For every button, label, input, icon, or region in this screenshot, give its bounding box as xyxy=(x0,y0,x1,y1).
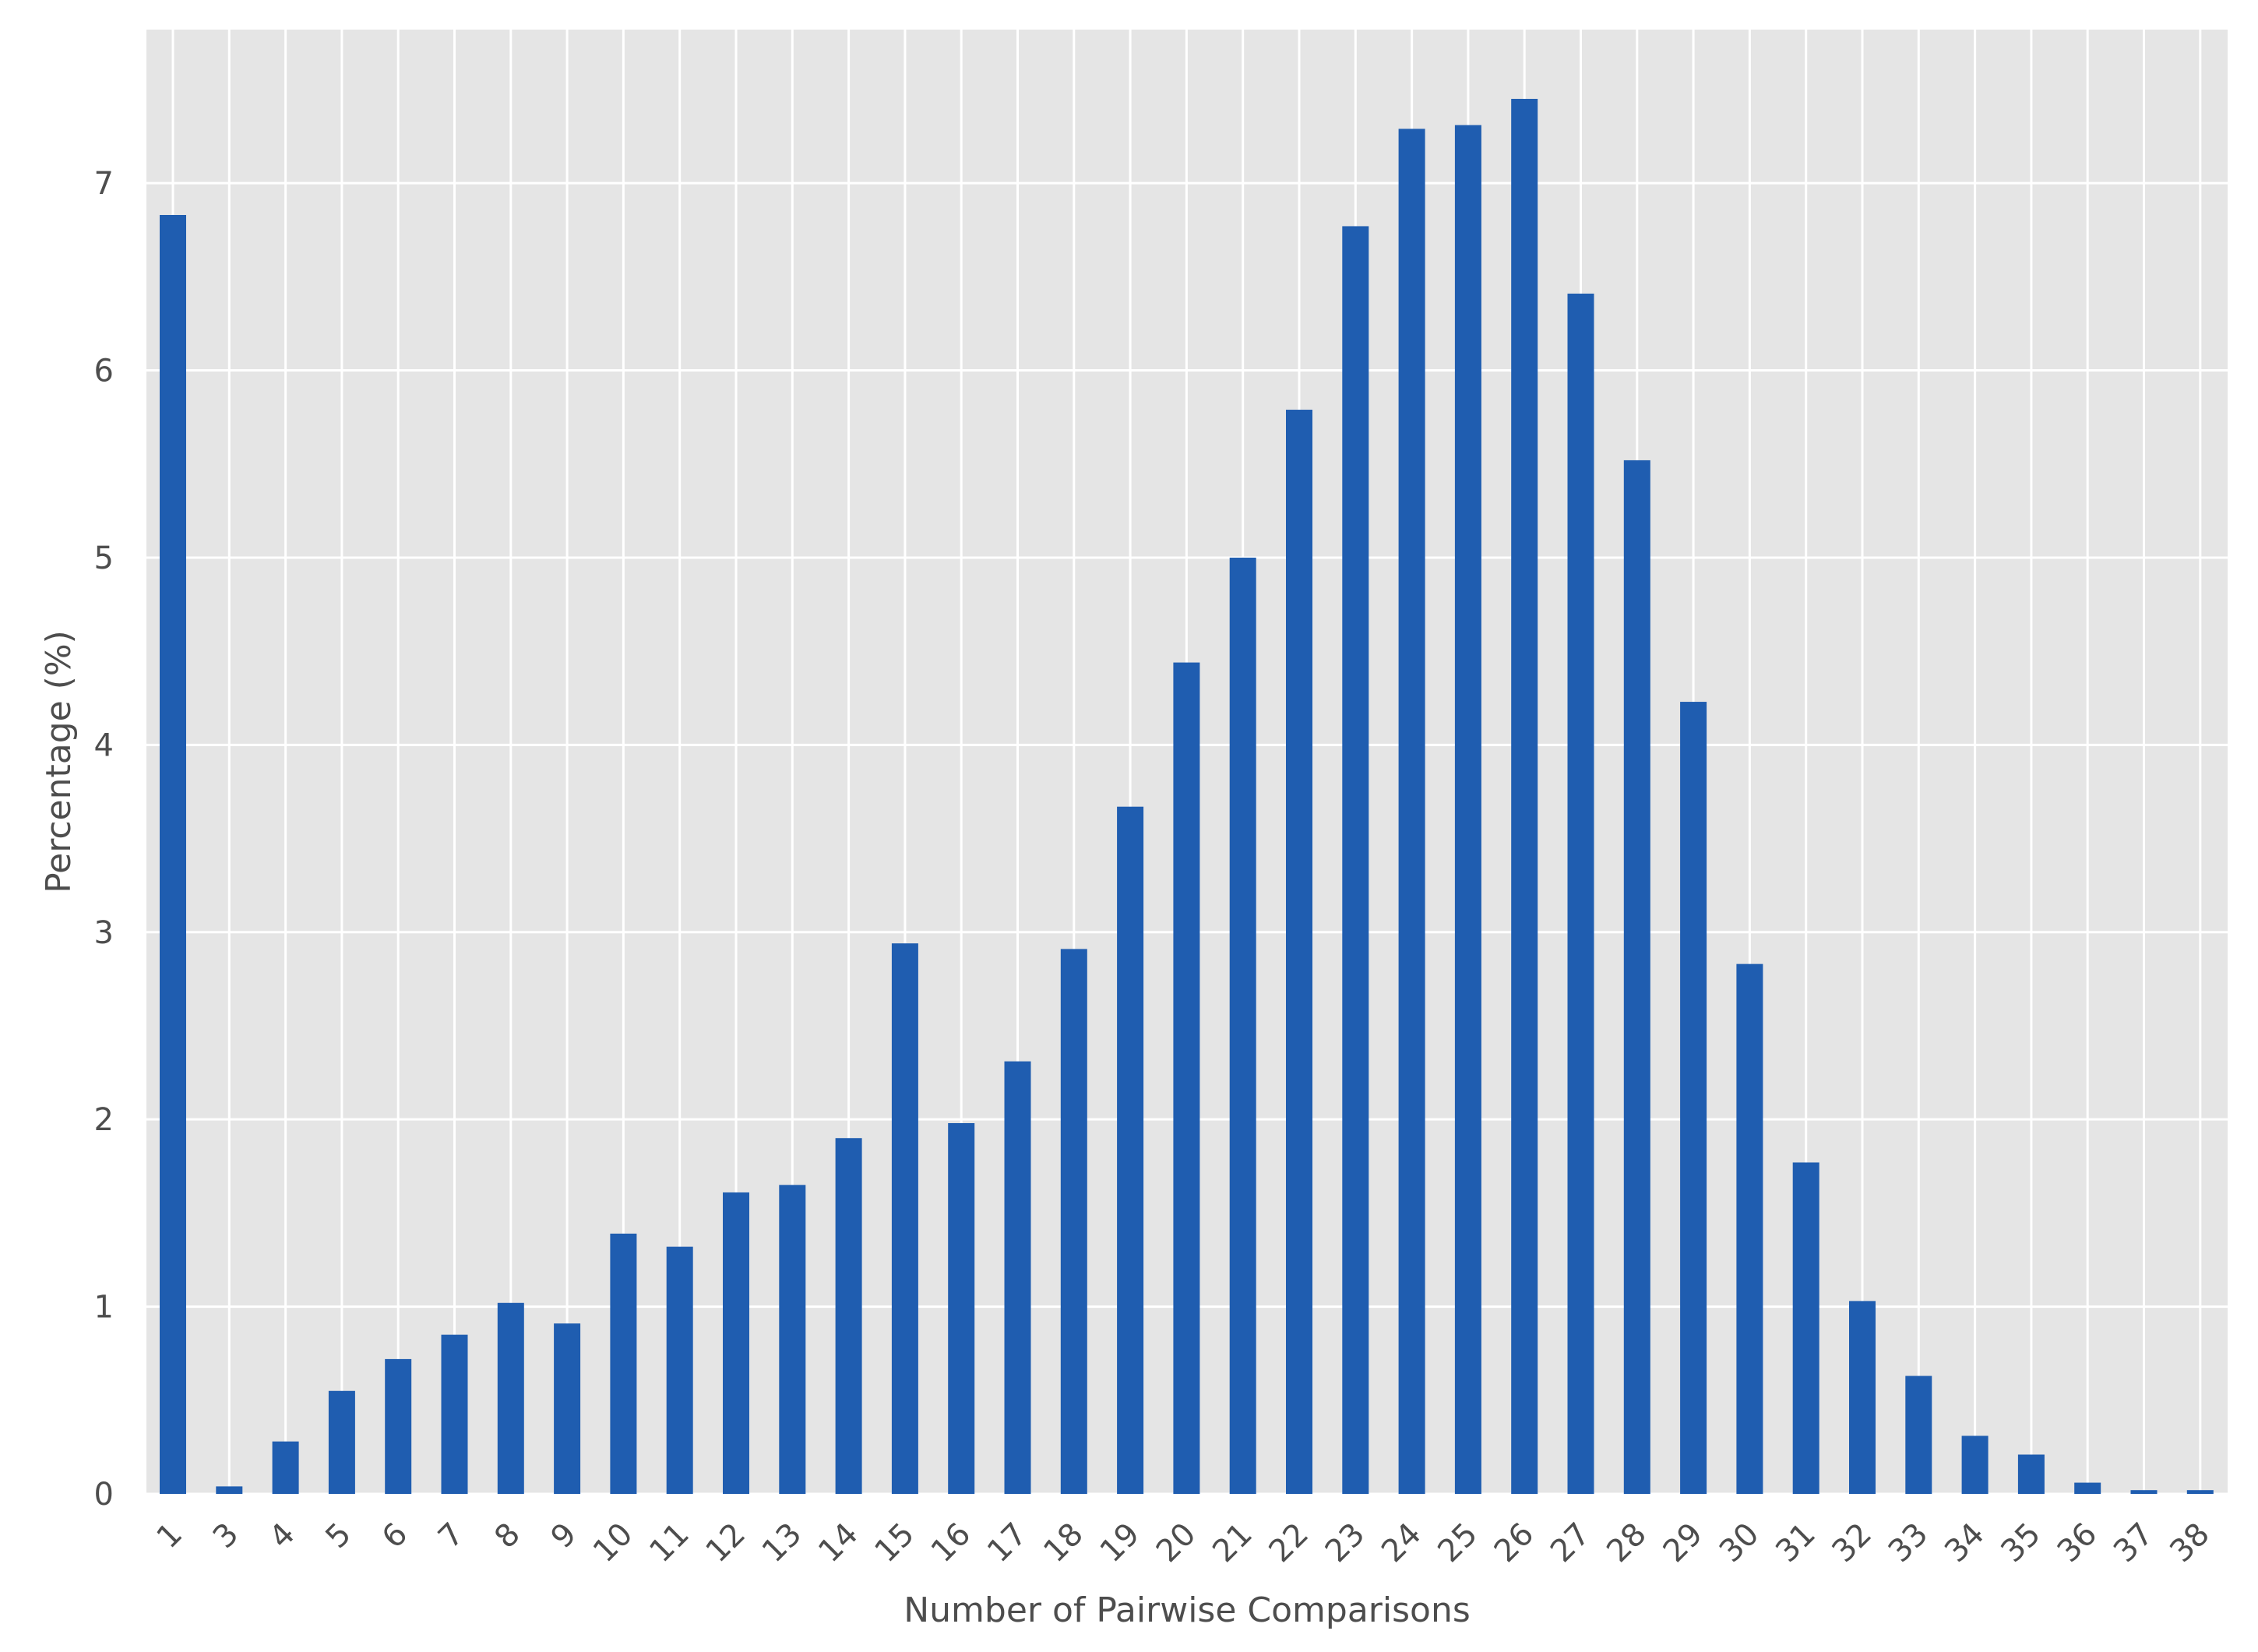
bar-7 xyxy=(441,1334,468,1494)
x-tick-label: 31 xyxy=(1769,1516,1823,1570)
bar-29 xyxy=(1680,702,1707,1494)
x-tick-label: 25 xyxy=(1431,1516,1485,1570)
x-tick-label: 12 xyxy=(699,1516,753,1570)
bar-28 xyxy=(1623,460,1650,1494)
x-tick-label: 32 xyxy=(1826,1516,1879,1570)
bar-25 xyxy=(1454,125,1481,1495)
y-tick-label: 6 xyxy=(94,354,114,389)
bar-21 xyxy=(1229,557,1256,1494)
bar-15 xyxy=(891,943,918,1494)
bar-23 xyxy=(1342,226,1369,1494)
x-tick-label: 17 xyxy=(981,1516,1034,1570)
y-tick-label: 1 xyxy=(94,1290,114,1326)
bar-36 xyxy=(2074,1482,2101,1494)
x-tick-label: 36 xyxy=(2051,1516,2105,1570)
bar-19 xyxy=(1117,806,1144,1494)
bar-6 xyxy=(385,1358,412,1494)
x-tick-label: 16 xyxy=(925,1516,978,1570)
bar-16 xyxy=(948,1122,975,1494)
y-tick-label: 0 xyxy=(94,1477,114,1513)
x-tick-label: 34 xyxy=(1938,1516,1992,1570)
y-tick-label: 3 xyxy=(94,915,114,951)
x-tick-label: 7 xyxy=(432,1516,471,1556)
x-tick-label: 14 xyxy=(812,1516,865,1570)
bars xyxy=(160,98,2214,1495)
y-tick-label: 4 xyxy=(94,727,114,763)
x-tick-label: 6 xyxy=(375,1516,415,1556)
x-tick-label: 21 xyxy=(1206,1516,1259,1570)
bar-32 xyxy=(1849,1301,1876,1494)
y-tick-labels: 0 1 2 3 4 5 6 7 xyxy=(94,166,114,1513)
x-tick-label: 9 xyxy=(544,1516,584,1556)
x-tick-label: 30 xyxy=(1713,1516,1767,1570)
x-tick-label: 18 xyxy=(1037,1516,1090,1570)
x-tick-label: 37 xyxy=(2107,1516,2161,1570)
y-tick-label: 7 xyxy=(94,166,114,202)
bar-35 xyxy=(2017,1454,2045,1494)
x-tick-label: 22 xyxy=(1263,1516,1316,1570)
y-tick-label: 2 xyxy=(94,1102,114,1138)
x-tick-label: 20 xyxy=(1150,1516,1203,1570)
x-tick-label: 5 xyxy=(319,1516,358,1556)
x-tick-label: 24 xyxy=(1375,1516,1428,1570)
bar-17 xyxy=(1004,1061,1031,1494)
x-tick-label: 27 xyxy=(1544,1516,1598,1570)
x-tick-label: 38 xyxy=(2163,1516,2217,1570)
bar-14 xyxy=(835,1138,862,1494)
bar-20 xyxy=(1173,662,1200,1494)
bar-12 xyxy=(723,1192,749,1494)
bar-13 xyxy=(779,1185,806,1494)
bar-10 xyxy=(610,1233,637,1494)
x-tick-label: 29 xyxy=(1657,1516,1710,1570)
bar-34 xyxy=(1961,1435,1989,1494)
bar-5 xyxy=(328,1390,355,1494)
bar-18 xyxy=(1060,949,1087,1494)
x-tick-label: 33 xyxy=(1882,1516,1936,1570)
bar-38 xyxy=(2186,1490,2214,1494)
bar-26 xyxy=(1511,98,1538,1494)
x-tick-label: 23 xyxy=(1319,1516,1372,1570)
x-tick-label: 19 xyxy=(1094,1516,1147,1570)
bar-11 xyxy=(666,1246,693,1494)
bar-37 xyxy=(2130,1490,2158,1494)
x-axis-label: Number of Pairwise Comparisons xyxy=(904,1590,1471,1630)
x-tick-label: 10 xyxy=(587,1516,640,1570)
y-axis-label: Percentage (%) xyxy=(39,630,79,893)
x-tick-label: 28 xyxy=(1600,1516,1654,1570)
x-tick-label: 15 xyxy=(868,1516,921,1570)
bar-1 xyxy=(160,215,186,1494)
bar-24 xyxy=(1398,129,1425,1495)
bar-22 xyxy=(1286,410,1312,1494)
bar-30 xyxy=(1736,963,1763,1494)
x-tick-label: 11 xyxy=(643,1516,696,1570)
bar-3 xyxy=(216,1486,243,1494)
x-tick-label: 26 xyxy=(1488,1516,1541,1570)
bar-31 xyxy=(1792,1162,1819,1494)
y-tick-label: 5 xyxy=(94,541,114,576)
x-tick-label: 8 xyxy=(488,1516,527,1556)
x-tick-labels: 1 3 4 5 6 7 8 9 10 11 12 13 14 15 16 17 18 19 20 21 22 23 24 25… xyxy=(150,1516,2217,1570)
x-tick-label: 1 xyxy=(150,1516,190,1556)
x-tick-label: 13 xyxy=(756,1516,809,1570)
x-tick-label: 4 xyxy=(262,1516,302,1556)
bar-9 xyxy=(554,1323,581,1494)
x-tick-label: 35 xyxy=(1994,1516,2048,1570)
bar-27 xyxy=(1567,293,1594,1494)
bar-8 xyxy=(497,1302,524,1494)
bar-33 xyxy=(1905,1375,1932,1494)
x-tick-label: 3 xyxy=(206,1516,246,1556)
bar-4 xyxy=(272,1441,299,1494)
